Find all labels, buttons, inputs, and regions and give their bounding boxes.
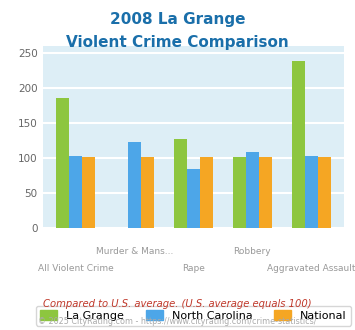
Bar <box>141 157 154 228</box>
Bar <box>233 157 246 228</box>
Text: All Violent Crime: All Violent Crime <box>38 264 114 273</box>
Bar <box>174 139 187 228</box>
Bar <box>305 156 318 228</box>
Bar <box>259 157 272 228</box>
Text: 2008 La Grange: 2008 La Grange <box>110 12 245 26</box>
Bar <box>69 156 82 228</box>
Text: Robbery: Robbery <box>234 247 271 256</box>
Bar <box>56 98 69 228</box>
Bar <box>128 142 141 228</box>
Bar <box>246 151 259 228</box>
Text: Rape: Rape <box>182 264 205 273</box>
Legend: La Grange, North Carolina, National: La Grange, North Carolina, National <box>36 306 351 325</box>
Bar <box>318 157 331 228</box>
Text: Aggravated Assault: Aggravated Assault <box>267 264 355 273</box>
Bar <box>82 157 95 228</box>
Bar <box>200 157 213 228</box>
Bar <box>292 61 305 228</box>
Text: Compared to U.S. average. (U.S. average equals 100): Compared to U.S. average. (U.S. average … <box>43 299 312 309</box>
Text: © 2025 CityRating.com - https://www.cityrating.com/crime-statistics/: © 2025 CityRating.com - https://www.city… <box>38 317 317 326</box>
Text: Violent Crime Comparison: Violent Crime Comparison <box>66 35 289 50</box>
Text: Murder & Mans...: Murder & Mans... <box>96 247 173 256</box>
Bar <box>187 169 200 228</box>
